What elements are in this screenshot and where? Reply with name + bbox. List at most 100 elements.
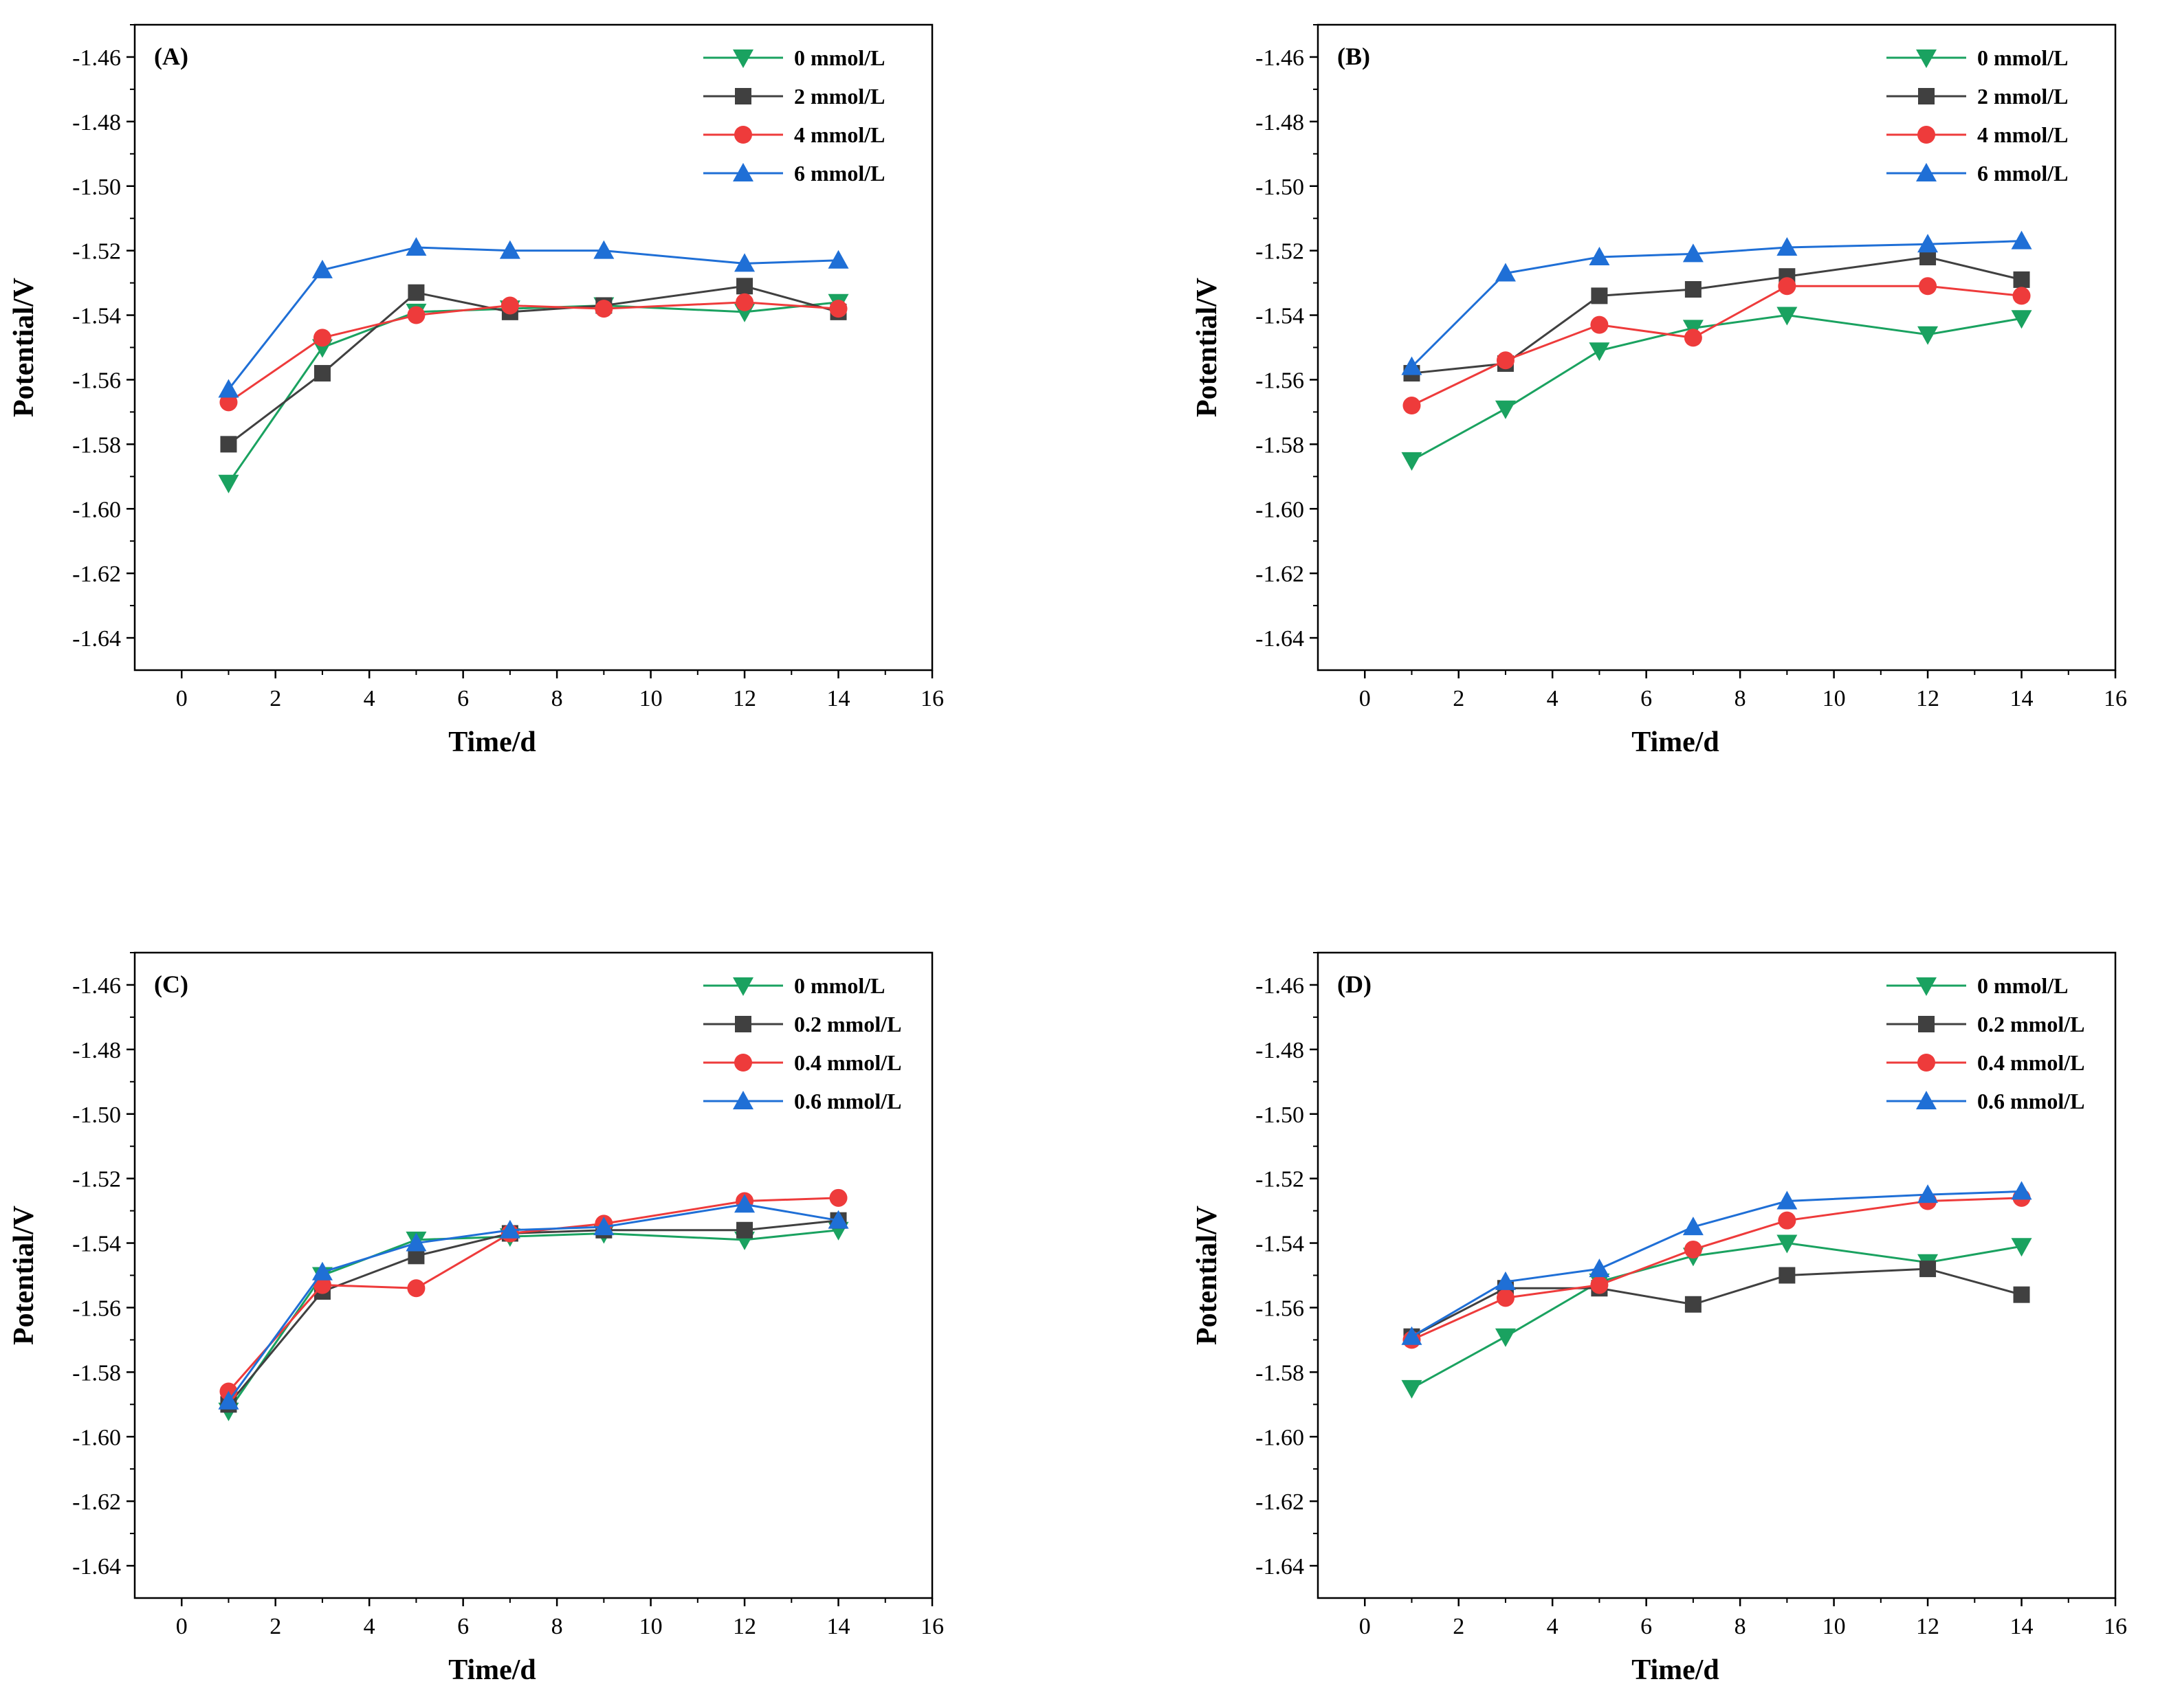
- y-tick-label: -1.50: [1255, 175, 1304, 200]
- data-point: [829, 1188, 848, 1207]
- x-tick-label: 10: [639, 686, 663, 711]
- data-point: [407, 306, 426, 324]
- y-tick-label: -1.52: [1255, 1167, 1304, 1193]
- y-tick-label: -1.58: [72, 432, 121, 458]
- legend-label: 0 mmol/L: [1977, 45, 2068, 70]
- legend-marker: [1916, 163, 1937, 181]
- panel-label: (A): [154, 43, 188, 70]
- x-tick-label: 10: [1823, 1614, 1846, 1639]
- y-tick-label: -1.58: [1255, 1360, 1304, 1386]
- series-line-1: [228, 1219, 839, 1406]
- y-axis-title: Potential/V: [8, 1206, 40, 1345]
- x-tick-label: 14: [2010, 1614, 2034, 1639]
- data-point: [828, 1210, 849, 1229]
- x-tick-label: 8: [551, 686, 563, 711]
- legend-label: 2 mmol/L: [794, 84, 885, 109]
- data-point: [829, 300, 848, 318]
- data-point: [1778, 277, 1796, 296]
- legend-marker: [1917, 126, 1935, 144]
- legend-label: 0 mmol/L: [1977, 973, 2068, 998]
- x-axis-title: Time/d: [448, 727, 536, 758]
- data-point: [1589, 342, 1610, 362]
- legend-marker: [733, 977, 753, 996]
- legend-marker: [734, 126, 752, 144]
- x-tick-label: 2: [1453, 686, 1464, 711]
- x-tick-label: 12: [733, 1614, 756, 1639]
- data-point: [218, 474, 239, 493]
- data-point: [2011, 310, 2032, 329]
- data-point: [311, 1261, 333, 1280]
- y-tick-label: -1.56: [72, 1296, 121, 1321]
- legend-marker: [735, 1016, 751, 1032]
- x-tick-label: 6: [457, 1614, 469, 1639]
- legend-marker: [1916, 1091, 1937, 1109]
- legend-label: 4 mmol/L: [1977, 122, 2068, 147]
- data-point: [1590, 1276, 1609, 1294]
- legend-label: 0.6 mmol/L: [794, 1089, 901, 1113]
- data-point: [218, 1390, 239, 1410]
- x-tick-label: 10: [1823, 686, 1846, 711]
- y-axis-title: Potential/V: [1191, 1206, 1223, 1345]
- x-tick-label: 0: [176, 1614, 188, 1639]
- y-tick-label: -1.64: [72, 1554, 121, 1579]
- legend-label: 4 mmol/L: [794, 122, 885, 147]
- y-tick-label: -1.64: [1255, 1554, 1304, 1579]
- data-point: [1917, 326, 1939, 345]
- data-point: [1919, 1261, 1937, 1278]
- panel-b: 0 2 4 6 8 10 12 14 16 -1.46 -1.48 -1.50 -1.52 -1.54 -1…: [1191, 23, 2127, 758]
- data-point: [1919, 277, 1937, 296]
- y-tick-label: -1.60: [72, 1425, 121, 1450]
- legend-marker: [733, 49, 753, 68]
- legend-label: 0.2 mmol/L: [1977, 1012, 2084, 1036]
- legend-marker: [733, 1091, 753, 1109]
- y-tick-label: -1.54: [72, 1232, 121, 1257]
- x-tick-label: 4: [364, 1614, 375, 1639]
- x-tick-label: 2: [269, 686, 281, 711]
- data-point: [500, 296, 519, 315]
- x-tick-label: 0: [1359, 686, 1371, 711]
- y-tick-label: -1.48: [72, 110, 121, 135]
- y-tick-label: -1.62: [1255, 562, 1304, 587]
- data-point: [218, 379, 239, 398]
- series-line-0: [228, 1229, 839, 1412]
- data-point: [736, 293, 754, 311]
- y-tick-label: -1.54: [1255, 1232, 1304, 1257]
- x-tick-label: 12: [1916, 686, 1939, 711]
- legend-marker: [733, 163, 753, 181]
- legend-label: 6 mmol/L: [794, 161, 885, 186]
- x-tick-label: 2: [269, 1614, 281, 1639]
- x-tick-label: 4: [1547, 686, 1559, 711]
- y-tick-label: -1.58: [72, 1360, 121, 1386]
- y-tick-label: -1.56: [1255, 1296, 1304, 1321]
- data-point: [734, 1194, 756, 1213]
- y-tick-label: -1.62: [1255, 1489, 1304, 1515]
- data-point: [1778, 1211, 1796, 1230]
- x-tick-label: 4: [364, 686, 375, 711]
- data-point: [219, 393, 238, 412]
- legend-marker: [1916, 977, 1937, 996]
- y-tick-label: -1.56: [1255, 368, 1304, 393]
- data-point: [1917, 1184, 1939, 1204]
- data-point: [1495, 400, 1516, 419]
- data-point: [593, 240, 615, 259]
- y-axis-title: Potential/V: [8, 278, 40, 417]
- y-tick-label: -1.52: [1255, 239, 1304, 265]
- series-line-2: [1411, 285, 2022, 407]
- legend-label: 0 mmol/L: [794, 973, 885, 998]
- data-point: [2011, 1181, 2032, 1200]
- data-point: [1776, 1234, 1798, 1254]
- data-point: [1590, 315, 1609, 334]
- x-axis-title: Time/d: [1631, 1654, 1719, 1686]
- y-tick-label: -1.64: [72, 626, 121, 652]
- y-tick-label: -1.52: [72, 1167, 121, 1193]
- data-point: [1682, 1217, 1704, 1236]
- data-point: [406, 236, 427, 256]
- y-tick-label: -1.54: [1255, 304, 1304, 329]
- panel-c: 0 2 4 6 8 10 12 14 16 -1.46 -1.48 -1.50 -1.52 -1.54 -1…: [8, 951, 944, 1686]
- data-point: [2013, 271, 2030, 288]
- y-tick-label: -1.60: [1255, 1425, 1304, 1450]
- data-point: [499, 240, 520, 259]
- legend-label: 0.4 mmol/L: [794, 1050, 901, 1075]
- data-point: [595, 300, 613, 318]
- y-tick-label: -1.50: [72, 175, 121, 200]
